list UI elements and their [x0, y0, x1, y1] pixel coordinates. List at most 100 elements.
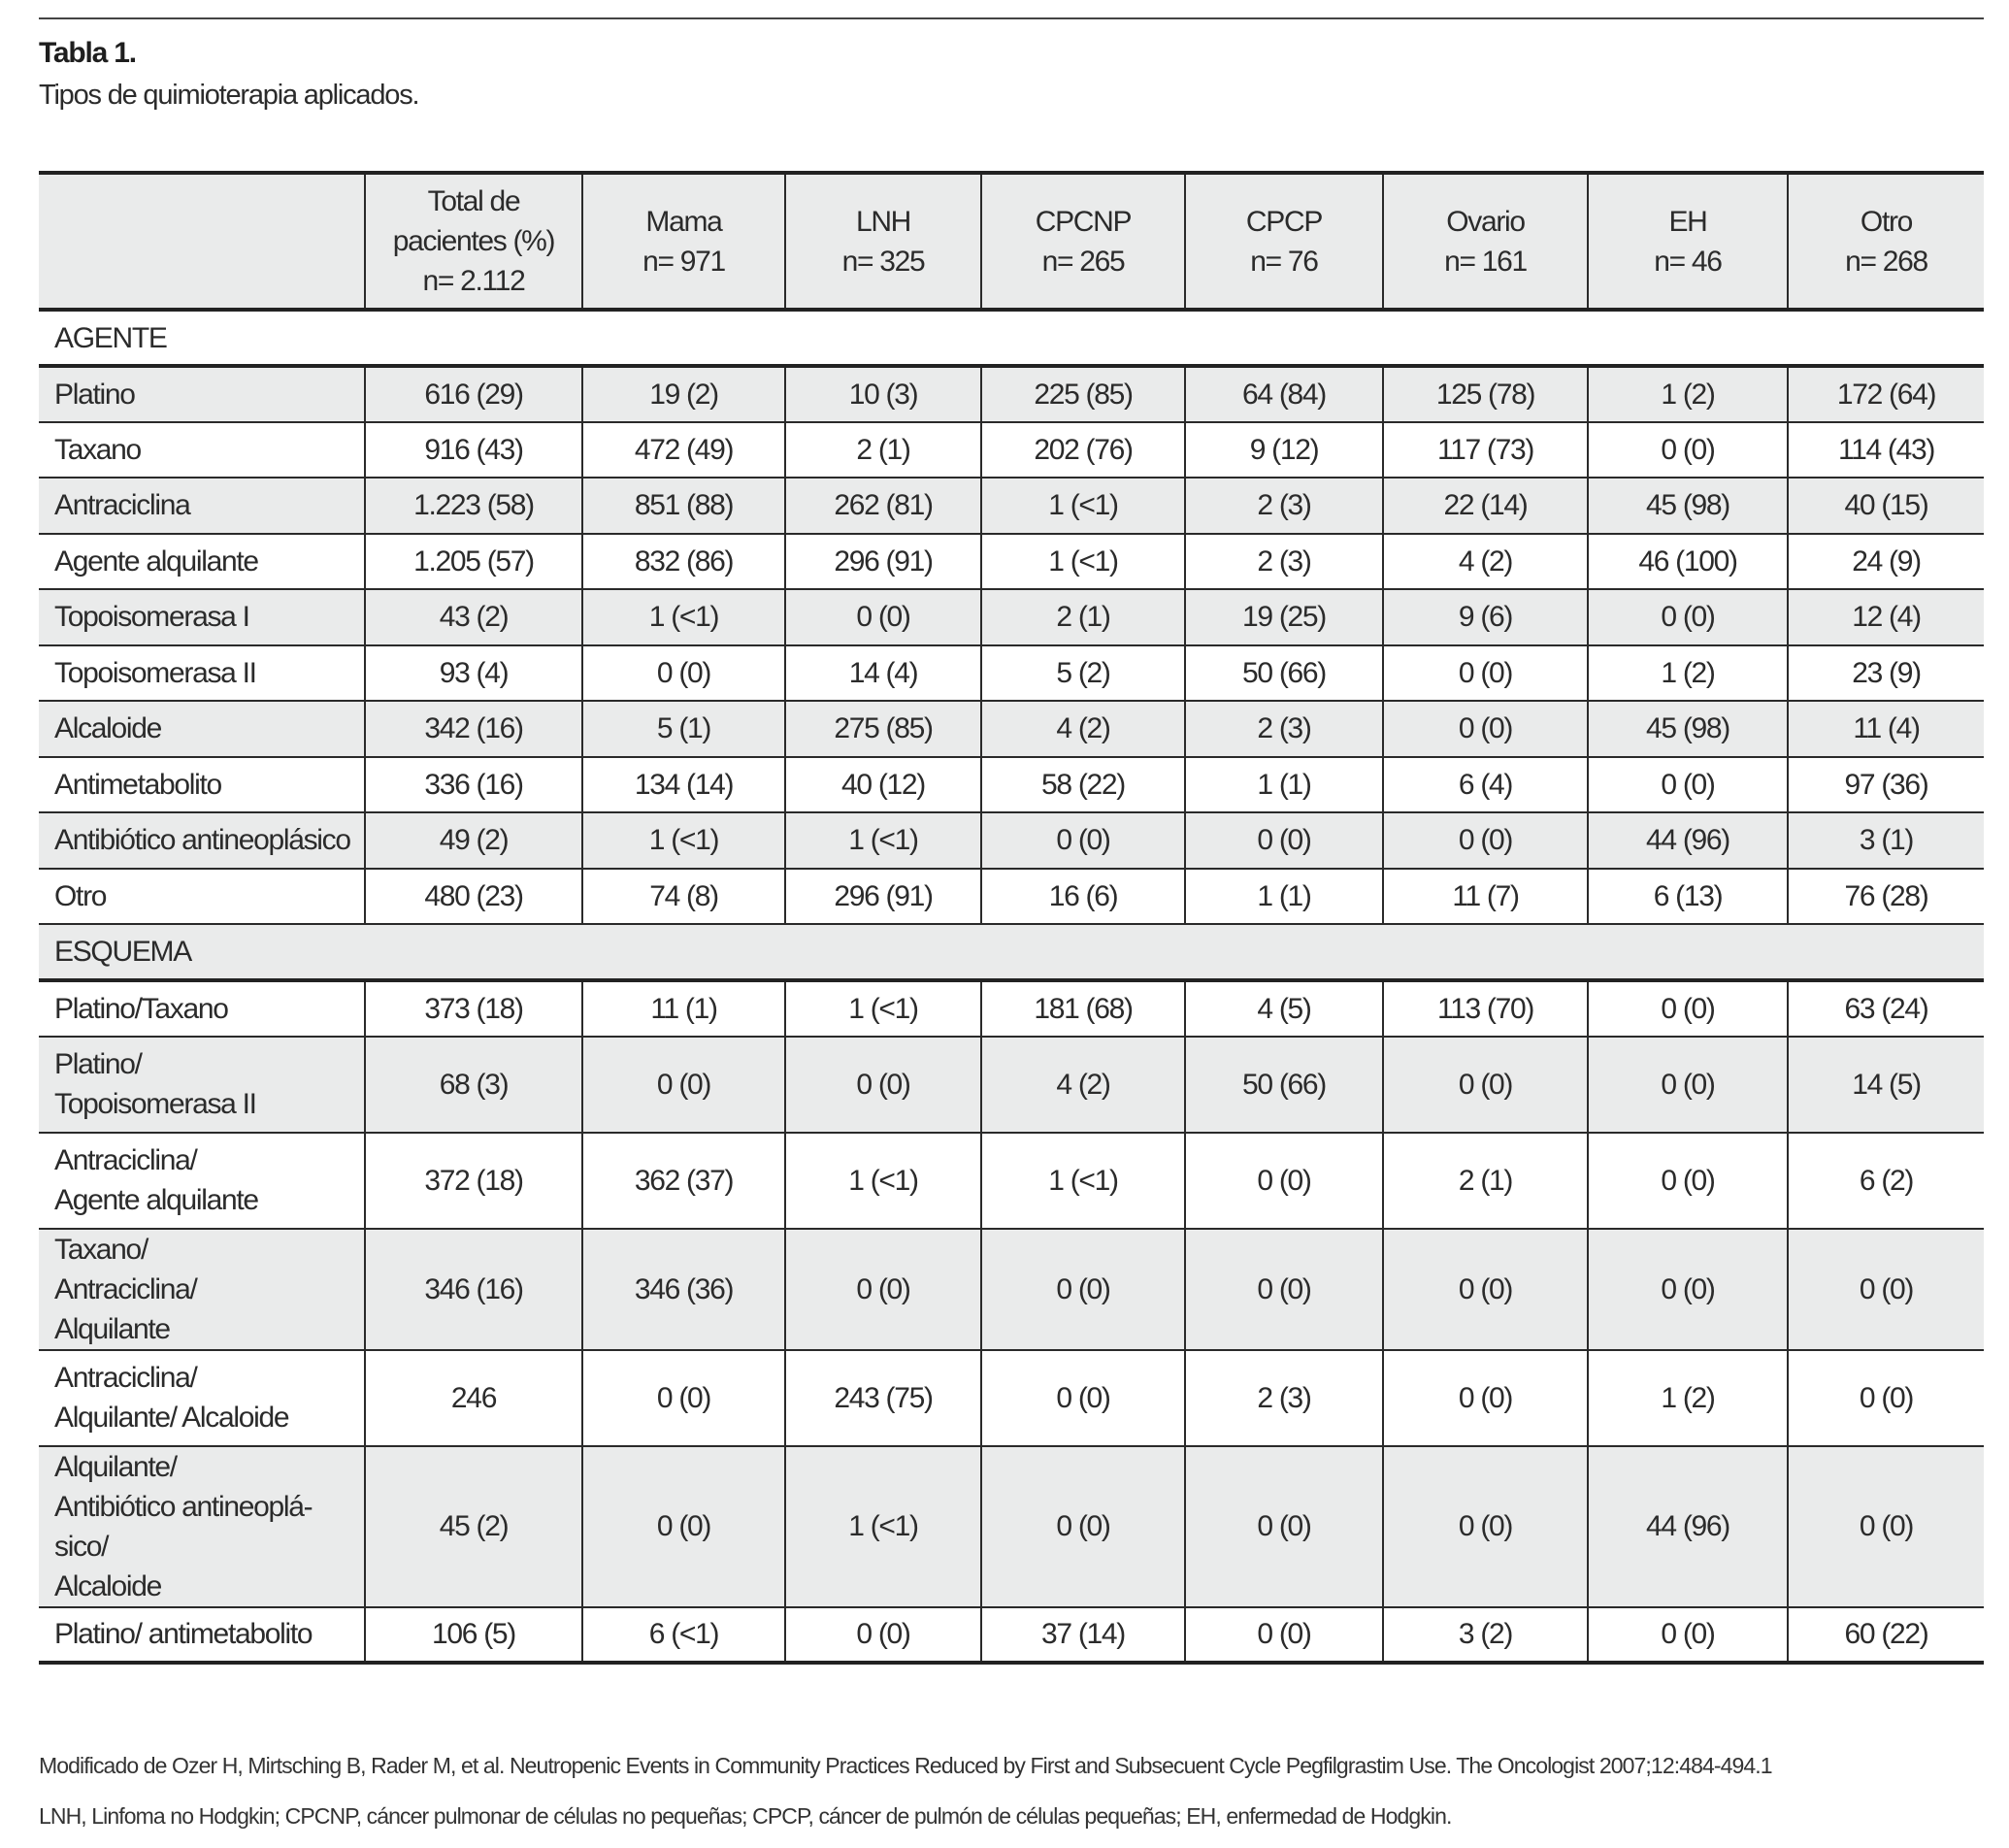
table-cell: 296 (91): [784, 532, 982, 590]
table-cell: 2 (3): [1184, 477, 1384, 535]
table-cell: 1 (<1): [784, 811, 982, 870]
chemotherapy-table: Total de pacientes (%) n= 2.112 Mama n= 9…: [39, 171, 1984, 1665]
table-cell: 0 (0): [1787, 1227, 1984, 1351]
row-label: Taxano/ Antraciclina/ Alquilante: [39, 1227, 366, 1351]
table-cell: 76 (28): [1787, 867, 1984, 925]
table-cell: 0 (0): [784, 1035, 982, 1134]
table-cell: 1 (1): [1184, 867, 1384, 925]
table-cell: 45 (98): [1587, 700, 1789, 758]
table-row: Topoisomerasa II 93 (4) 0 (0) 14 (4) 5 (2) 50…: [39, 644, 1984, 702]
table-cell: 362 (37): [581, 1131, 786, 1230]
column-header: Otro n= 268: [1787, 171, 1984, 312]
row-label: Alcaloide: [39, 700, 366, 758]
table-row: Alcaloide 342 (16) 5 (1) 275 (85) 4 (2) 2 (3)…: [39, 700, 1984, 758]
table-cell: 0 (0): [784, 588, 982, 646]
table-row: Taxano/ Antraciclina/ Alquilante 346 (16)…: [39, 1227, 1984, 1351]
table-cell: 1 (<1): [784, 1444, 982, 1608]
table-row: Platino 616 (29) 19 (2) 10 (3) 225 (85) 64 (8…: [39, 365, 1984, 423]
table-cell: 4 (2): [1382, 532, 1589, 590]
table-cell: 60 (22): [1787, 1605, 1984, 1665]
table-cell: 262 (81): [784, 477, 982, 535]
table-cell: 134 (14): [581, 755, 786, 813]
table-cell: 114 (43): [1787, 420, 1984, 478]
table-cell: 4 (2): [980, 700, 1186, 758]
table-cell: 0 (0): [1787, 1348, 1984, 1447]
table-cell: 64 (84): [1184, 365, 1384, 423]
table-cell: 125 (78): [1382, 365, 1589, 423]
table-cell: 4 (2): [980, 1035, 1186, 1134]
row-label: Antraciclina: [39, 477, 366, 535]
row-label: Antraciclina/ Alquilante/ Alcaloide: [39, 1348, 366, 1447]
table-row: Platino/ antimetabolito 106 (5) 6 (<1) 0 (0…: [39, 1605, 1984, 1665]
table-cell: 117 (73): [1382, 420, 1589, 478]
row-label: Taxano: [39, 420, 366, 478]
table-cell: 40 (15): [1787, 477, 1984, 535]
table-cell: 1.223 (58): [364, 477, 583, 535]
row-label: Platino/ antimetabolito: [39, 1605, 366, 1665]
table-cell: 616 (29): [364, 365, 583, 423]
table-cell: 1 (<1): [980, 1131, 1186, 1230]
table-cell: 0 (0): [1382, 1348, 1589, 1447]
table-cell: 346 (16): [364, 1227, 583, 1351]
table-cell: 0 (0): [1587, 979, 1789, 1038]
table-cell: 916 (43): [364, 420, 583, 478]
row-label: Antimetabolito: [39, 755, 366, 813]
table-cell: 44 (96): [1587, 1444, 1789, 1608]
table-cell: 0 (0): [1382, 644, 1589, 702]
table-cell: 11 (4): [1787, 700, 1984, 758]
row-label: Antibiótico antineoplásico: [39, 811, 366, 870]
table-cell: 5 (2): [980, 644, 1186, 702]
table-cell: 113 (70): [1382, 979, 1589, 1038]
table-cell: 372 (18): [364, 1131, 583, 1230]
table-cell: 93 (4): [364, 644, 583, 702]
row-label: Topoisomerasa II: [39, 644, 366, 702]
table-cell: 5 (1): [581, 700, 786, 758]
table-cell: 0 (0): [1587, 420, 1789, 478]
table-cell: 0 (0): [581, 644, 786, 702]
table-cell: 14 (4): [784, 644, 982, 702]
table-cell: 0 (0): [784, 1227, 982, 1351]
table-title: Tabla 1.: [39, 37, 137, 69]
table-cell: 1 (<1): [581, 811, 786, 870]
table-cell: 0 (0): [1184, 1227, 1384, 1351]
table-cell: 22 (14): [1382, 477, 1589, 535]
table-row: Antraciclina/ Agente alquilante 372 (18) 3…: [39, 1131, 1984, 1230]
section-header-row: AGENTE: [39, 309, 1984, 368]
row-label: Otro: [39, 867, 366, 925]
table-cell: 44 (96): [1587, 811, 1789, 870]
table-cell: 3 (2): [1382, 1605, 1589, 1665]
table-cell: 296 (91): [784, 867, 982, 925]
column-header: CPCP n= 76: [1184, 171, 1384, 312]
table-cell: 97 (36): [1787, 755, 1984, 813]
table-cell: 19 (25): [1184, 588, 1384, 646]
table-cell: 202 (76): [980, 420, 1186, 478]
footnote-abbreviations: LNH, Linfoma no Hodgkin; CPCNP, cáncer p…: [39, 1803, 1452, 1829]
table-cell: 11 (1): [581, 979, 786, 1038]
table-cell: 74 (8): [581, 867, 786, 925]
table-row: Otro 480 (23) 74 (8) 296 (91) 16 (6) 1 (1) 11 …: [39, 867, 1984, 925]
table-cell: 9 (6): [1382, 588, 1589, 646]
table-cell: 0 (0): [1382, 1444, 1589, 1608]
table-cell: 336 (16): [364, 755, 583, 813]
table-row: Platino/Taxano 373 (18) 11 (1) 1 (<1) 181 (6…: [39, 979, 1984, 1038]
column-header: CPCNP n= 265: [980, 171, 1186, 312]
column-header: Mama n= 971: [581, 171, 786, 312]
column-header: LNH n= 325: [784, 171, 982, 312]
table-cell: 0 (0): [1184, 1131, 1384, 1230]
table-cell: 181 (68): [980, 979, 1186, 1038]
table-cell: 2 (3): [1184, 700, 1384, 758]
table-cell: 1 (<1): [581, 588, 786, 646]
table-row: Antimetabolito 336 (16) 134 (14) 40 (12) 58 …: [39, 755, 1984, 813]
row-label: Antraciclina/ Agente alquilante: [39, 1131, 366, 1230]
table-cell: 9 (12): [1184, 420, 1384, 478]
table-cell: 0 (0): [980, 1227, 1186, 1351]
table-cell: 0 (0): [1382, 700, 1589, 758]
table-cell: 275 (85): [784, 700, 982, 758]
table-cell: 0 (0): [1184, 1444, 1384, 1608]
table-cell: 0 (0): [1587, 1605, 1789, 1665]
table-cell: 480 (23): [364, 867, 583, 925]
top-rule: [39, 17, 1984, 19]
table-cell: 19 (2): [581, 365, 786, 423]
table-row: Taxano 916 (43) 472 (49) 2 (1) 202 (76) 9 (12…: [39, 420, 1984, 478]
table-cell: 14 (5): [1787, 1035, 1984, 1134]
